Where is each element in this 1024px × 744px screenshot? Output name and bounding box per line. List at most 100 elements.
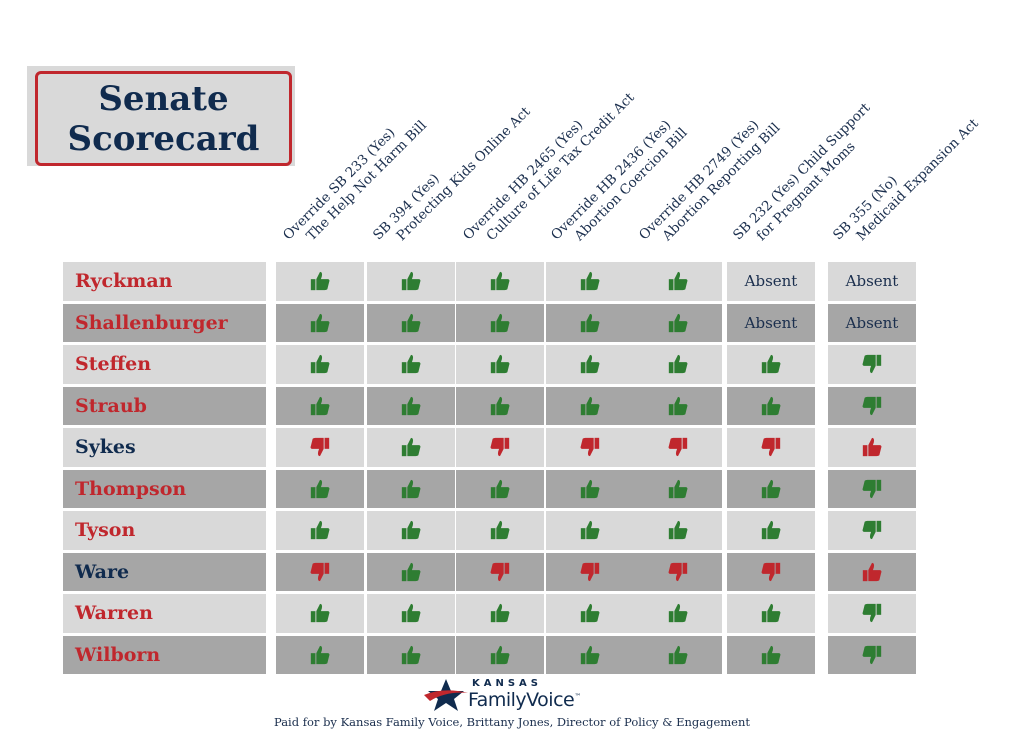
thumbs-up-icon — [401, 396, 421, 415]
vote-cell — [634, 635, 722, 674]
vote-cell — [828, 594, 916, 633]
vote-cell — [546, 262, 634, 301]
thumbs-up-icon — [580, 479, 600, 498]
thumbs-down-icon — [862, 355, 882, 374]
vote-cell — [727, 511, 815, 550]
thumbs-down-icon — [862, 521, 882, 540]
senator-name: Thompson — [63, 469, 266, 508]
thumbs-up-icon — [401, 562, 421, 581]
vote-cell — [456, 303, 544, 342]
senator-name: Ryckman — [63, 262, 266, 301]
vote-cell — [546, 303, 634, 342]
thumbs-down-icon — [862, 604, 882, 623]
thumbs-down-icon — [761, 438, 781, 457]
thumbs-down-icon — [761, 562, 781, 581]
vote-cell — [828, 511, 916, 550]
thumbs-down-icon — [580, 438, 600, 457]
absent-label: Absent — [744, 313, 798, 332]
vote-cell — [634, 552, 722, 591]
vote-cell — [727, 345, 815, 384]
vote-cell — [828, 469, 916, 508]
thumbs-up-icon — [490, 313, 510, 332]
vote-cell — [276, 594, 364, 633]
thumbs-up-icon — [668, 396, 688, 415]
vote-cell — [367, 511, 455, 550]
absent-label: Absent — [744, 272, 798, 291]
thumbs-up-icon — [761, 604, 781, 623]
vote-cell — [276, 428, 364, 467]
senator-name: Tyson — [63, 511, 266, 550]
vote-cell — [634, 469, 722, 508]
thumbs-up-icon — [401, 479, 421, 498]
vote-cell — [634, 428, 722, 467]
senator-name: Wilborn — [63, 635, 266, 674]
thumbs-up-icon — [490, 645, 510, 664]
vote-cell — [456, 386, 544, 425]
vote-cell — [634, 511, 722, 550]
vote-cell: Absent — [727, 262, 815, 301]
vote-cell — [367, 428, 455, 467]
thumbs-up-icon — [490, 604, 510, 623]
vote-cell — [276, 469, 364, 508]
senator-name: Warren — [63, 594, 266, 633]
vote-cell — [367, 345, 455, 384]
vote-cell — [828, 552, 916, 591]
thumbs-up-icon — [401, 272, 421, 291]
thumbs-up-icon — [580, 313, 600, 332]
logo-main-text: FamilyVoice — [468, 689, 575, 711]
vote-cell — [456, 635, 544, 674]
thumbs-up-icon — [490, 272, 510, 291]
vote-cell: Absent — [727, 303, 815, 342]
thumbs-down-icon — [580, 562, 600, 581]
vote-cell: Absent — [828, 262, 916, 301]
vote-cell — [727, 552, 815, 591]
thumbs-down-icon — [310, 562, 330, 581]
thumbs-down-icon — [310, 438, 330, 457]
thumbs-up-icon — [401, 355, 421, 374]
vote-cell — [546, 386, 634, 425]
senator-name: Steffen — [63, 345, 266, 384]
logo-family-voice-text: FamilyVoice™ — [468, 689, 581, 711]
thumbs-up-icon — [401, 438, 421, 457]
vote-cell — [367, 594, 455, 633]
thumbs-up-icon — [310, 479, 330, 498]
vote-cell — [727, 594, 815, 633]
vote-cell: Absent — [828, 303, 916, 342]
thumbs-up-icon — [761, 355, 781, 374]
thumbs-up-icon — [668, 355, 688, 374]
thumbs-up-icon — [580, 355, 600, 374]
vote-cell — [456, 469, 544, 508]
vote-cell — [828, 635, 916, 674]
thumbs-up-icon — [490, 396, 510, 415]
vote-cell — [367, 386, 455, 425]
vote-cell — [456, 511, 544, 550]
vote-cell — [276, 303, 364, 342]
vote-cell — [546, 345, 634, 384]
vote-cell — [276, 511, 364, 550]
thumbs-up-icon — [668, 313, 688, 332]
thumbs-down-icon — [862, 645, 882, 664]
senator-name: Sykes — [63, 428, 266, 467]
thumbs-up-icon — [580, 396, 600, 415]
vote-cell — [546, 511, 634, 550]
vote-cell — [456, 262, 544, 301]
vote-cell — [828, 345, 916, 384]
logo-trademark: ™ — [574, 692, 581, 701]
vote-cell — [634, 594, 722, 633]
thumbs-down-icon — [668, 562, 688, 581]
thumbs-up-icon — [761, 645, 781, 664]
senator-name: Ware — [63, 552, 266, 591]
vote-cell — [828, 386, 916, 425]
thumbs-down-icon — [668, 438, 688, 457]
vote-cell — [634, 386, 722, 425]
senator-name: Straub — [63, 386, 266, 425]
thumbs-up-icon — [310, 645, 330, 664]
thumbs-up-icon — [580, 272, 600, 291]
vote-cell — [727, 635, 815, 674]
thumbs-up-icon — [580, 604, 600, 623]
thumbs-down-icon — [490, 438, 510, 457]
thumbs-up-icon — [490, 479, 510, 498]
vote-cell — [546, 635, 634, 674]
vote-cell — [367, 303, 455, 342]
vote-cell — [276, 552, 364, 591]
